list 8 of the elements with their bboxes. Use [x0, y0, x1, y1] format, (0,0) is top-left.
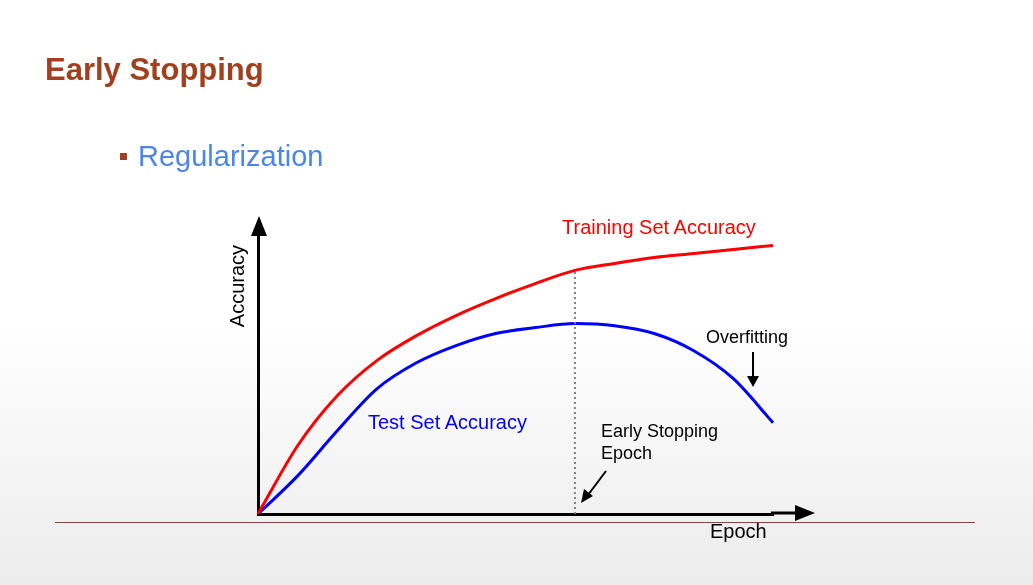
series-label: Test Set Accuracy	[368, 411, 527, 434]
chart-title: Early Stopping	[45, 52, 264, 88]
annotation: Overfitting	[706, 327, 789, 348]
x-axis-title: Epoch	[710, 520, 767, 543]
annotation: Early Stopping Epoch	[601, 420, 720, 464]
y-axis-title: Accuracy	[225, 244, 249, 328]
series-label: Training Set Accuracy	[562, 216, 756, 239]
chart-subtitle: Regularization	[138, 140, 324, 173]
